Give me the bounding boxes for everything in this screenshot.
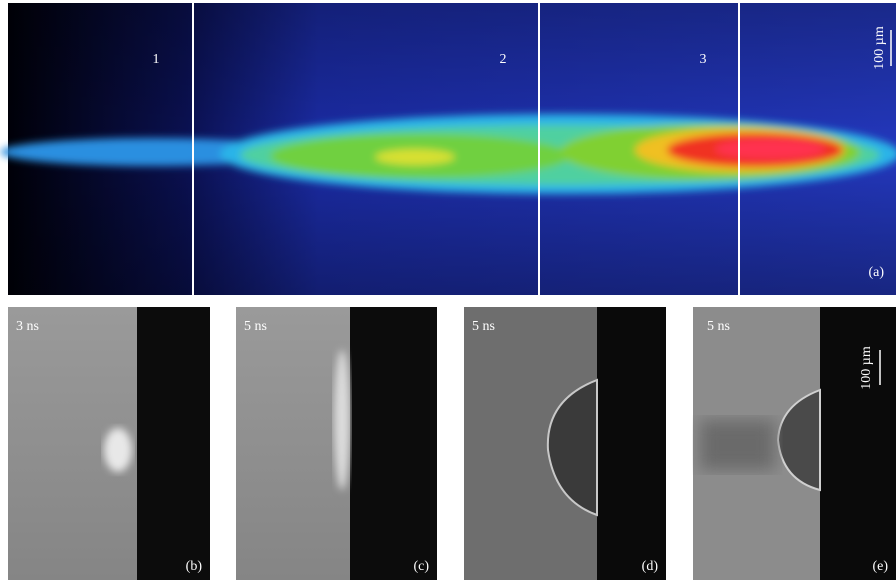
scale-bar-label: 100 µm	[859, 346, 874, 390]
panel-d: 5 ns (d)	[464, 307, 666, 580]
dark-region	[137, 307, 210, 580]
panel-c: 5 ns (c)	[236, 307, 437, 580]
figure: 1 2 3 100 µm (a) 3 ns (b) 5 ns (c) 5 ns …	[0, 0, 896, 580]
panel-e: 5 ns 100 µm (e)	[693, 307, 896, 580]
time-label: 5 ns	[244, 319, 267, 334]
scale-bar-label: 100 µm	[872, 26, 887, 70]
dark-region	[820, 307, 896, 580]
panel-a: 1 2 3 100 µm (a)	[0, 3, 896, 295]
panel-label: (b)	[186, 559, 203, 574]
region-label: 3	[700, 52, 707, 67]
dark-region	[350, 307, 437, 580]
time-label: 5 ns	[707, 319, 730, 334]
bright-feature	[104, 428, 132, 472]
panel-label: (a)	[868, 265, 884, 280]
wave-feature	[700, 420, 775, 470]
region-label: 2	[500, 52, 507, 67]
panel-label: (e)	[872, 559, 888, 574]
page-body: 1 2 3 100 µm (a) 3 ns (b) 5 ns (c) 5 ns …	[0, 0, 896, 580]
region-label: 1	[153, 52, 160, 67]
dark-region	[597, 307, 666, 580]
page: {"panel_a": {"region_labels": ["1", "2",…	[0, 0, 896, 580]
time-label: 3 ns	[16, 319, 39, 334]
panel-label: (c)	[413, 559, 429, 574]
panel-b: 3 ns (b)	[8, 307, 210, 580]
time-label: 5 ns	[472, 319, 495, 334]
bright-feature	[334, 350, 350, 490]
panel-label: (d)	[642, 559, 659, 574]
